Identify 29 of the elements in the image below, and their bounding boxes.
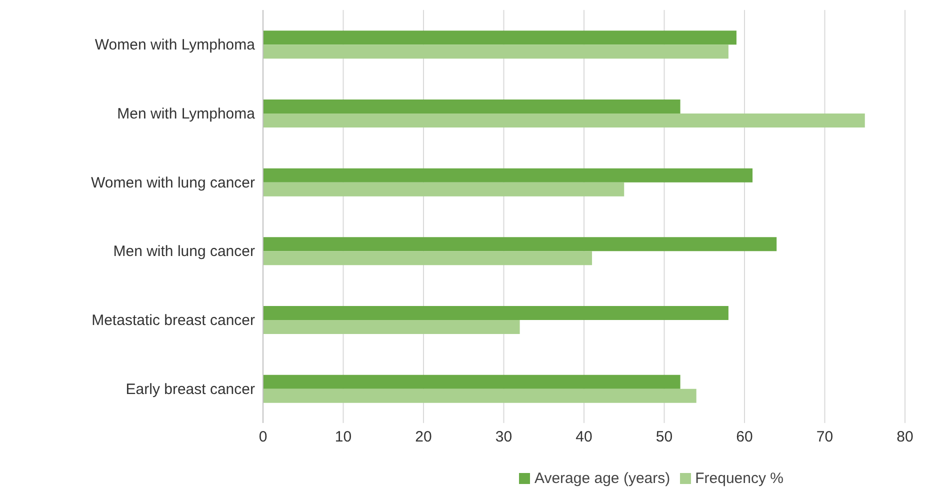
bar — [263, 388, 696, 403]
x-tick-label: 50 — [656, 428, 673, 446]
bar — [263, 168, 753, 182]
y-tick-label: Early breast cancer — [126, 380, 255, 398]
x-tick-label: 70 — [816, 428, 834, 446]
bar — [263, 251, 592, 266]
bar — [263, 182, 624, 196]
y-tick-label: Men with Lymphoma — [117, 106, 256, 123]
bar — [263, 113, 865, 128]
bar — [263, 320, 520, 334]
bar — [263, 374, 680, 389]
x-tick-label: 0 — [258, 428, 268, 446]
x-tick-label: 80 — [896, 428, 914, 446]
legend-label: Average age (years) — [534, 470, 670, 487]
x-tick-label: 20 — [415, 428, 432, 446]
x-tick-label: 40 — [576, 428, 592, 446]
y-tick-label: Women with lung cancer — [91, 174, 256, 192]
bar — [263, 44, 728, 59]
bar — [263, 237, 777, 252]
x-tick-label: 60 — [736, 428, 753, 446]
y-tick-label: Metastatic breast cancer — [92, 312, 255, 330]
legend-label: Frequency % — [695, 470, 784, 487]
x-tick-label: 10 — [334, 428, 352, 446]
bar — [263, 30, 736, 45]
y-tick-label: Men with lung cancer — [113, 243, 255, 260]
y-tick-label: Women with Lymphoma — [94, 36, 256, 54]
bar — [263, 306, 728, 320]
x-tick-label: 30 — [495, 428, 512, 446]
bar — [263, 99, 680, 114]
